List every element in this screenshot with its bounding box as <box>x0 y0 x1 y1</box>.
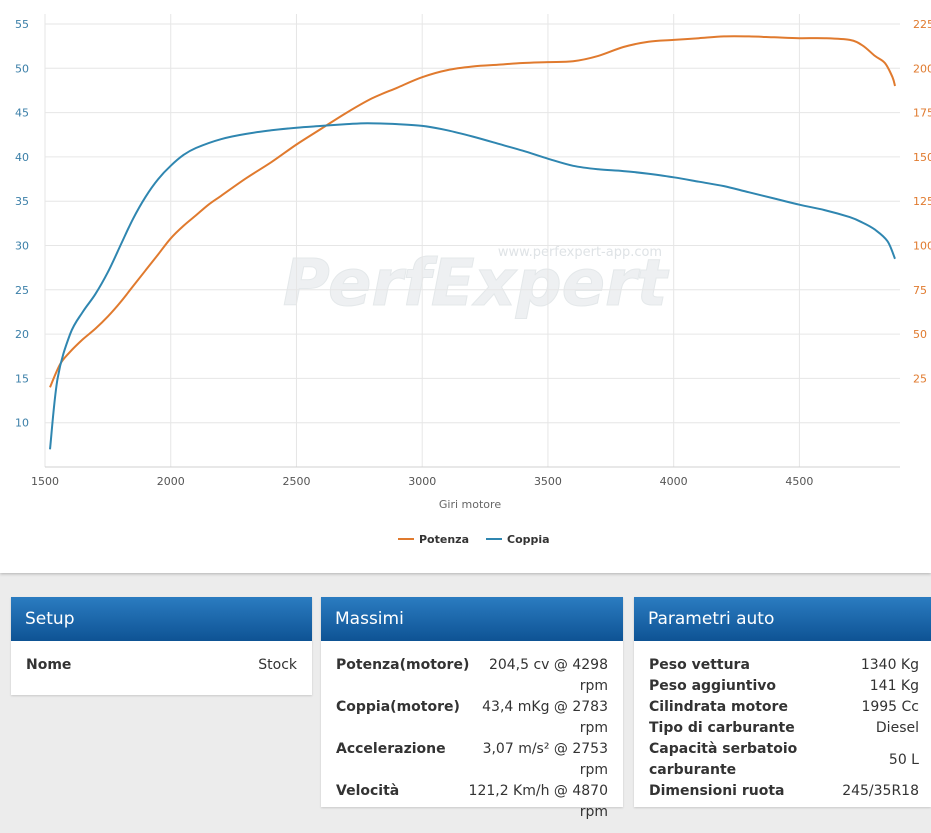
massimi-value: 43,4 mKg @ 2783 rpm <box>482 699 608 736</box>
massimi-value: 121,2 Km/h @ 4870 rpm <box>468 783 608 820</box>
parametri-panel-body: Peso vettura 1340 Kg Peso aggiuntivo 141… <box>634 641 931 812</box>
right-axis-ticks: 25 50 75 100 125 150 175 200 225 <box>913 18 931 385</box>
parametri-panel-title: Parametri auto <box>634 597 931 641</box>
dyno-chart-card: PerfExpert www.perfexpert-app.com 10 15 20… <box>0 0 931 573</box>
x-tick-label: 2000 <box>157 475 185 488</box>
setup-value: Stock <box>258 657 297 673</box>
parametri-value: 141 Kg <box>869 678 919 694</box>
series-layer <box>49 35 896 450</box>
watermark: PerfExpert www.perfexpert-app.com <box>282 245 670 322</box>
left-tick-label: 55 <box>15 18 29 31</box>
left-tick-label: 40 <box>15 151 29 164</box>
parametri-row-cilindrata: Cilindrata motore 1995 Cc <box>649 697 919 718</box>
legend: Potenza Coppia <box>398 533 550 546</box>
massimi-panel-body: Potenza(motore) 204,5 cv @ 4298 rpm Copp… <box>321 641 623 833</box>
parametri-label: Dimensioni ruota <box>649 783 785 799</box>
setup-label: Nome <box>26 657 72 673</box>
x-tick-label: 4500 <box>785 475 813 488</box>
left-tick-label: 15 <box>15 372 29 385</box>
right-tick-label: 25 <box>913 372 927 385</box>
massimi-label: Accelerazione <box>336 741 446 757</box>
massimi-row-potenza: Potenza(motore) 204,5 cv @ 4298 rpm <box>336 655 608 697</box>
right-tick-label: 200 <box>913 62 931 75</box>
dyno-chart: PerfExpert www.perfexpert-app.com 10 15 20… <box>15 14 931 546</box>
x-tick-label: 4000 <box>660 475 688 488</box>
massimi-value: 204,5 cv @ 4298 rpm <box>488 657 608 694</box>
left-tick-label: 20 <box>15 328 29 341</box>
massimi-label: Velocità <box>336 783 400 799</box>
x-tick-label: 2500 <box>282 475 310 488</box>
left-tick-label: 35 <box>15 195 29 208</box>
setup-row-nome: Nome Stock <box>26 655 297 676</box>
massimi-label: Coppia(motore) <box>336 699 460 715</box>
chart-grid <box>44 14 900 468</box>
parametri-row-carburante: Tipo di carburante Diesel <box>649 718 919 739</box>
right-tick-label: 75 <box>913 284 927 297</box>
legend-label-coppia[interactable]: Coppia <box>507 533 550 546</box>
parametri-row-peso-vettura: Peso vettura 1340 Kg <box>649 655 919 676</box>
parametri-label: Capacità serbatoio carburante <box>649 741 798 778</box>
parametri-label: Tipo di carburante <box>649 720 795 736</box>
parametri-label: Peso vettura <box>649 657 750 673</box>
parametri-panel: Parametri auto Peso vettura 1340 Kg Peso… <box>634 597 931 807</box>
setup-panel-body: Nome Stock <box>11 641 312 686</box>
parametri-row-ruota: Dimensioni ruota 245/35R18 <box>649 781 919 802</box>
parametri-value: 1340 Kg <box>860 657 919 673</box>
right-tick-label: 175 <box>913 107 931 120</box>
massimi-panel: Massimi Potenza(motore) 204,5 cv @ 4298 … <box>321 597 623 820</box>
series-line-coppia <box>49 122 896 450</box>
parametri-value: 50 L <box>888 751 919 768</box>
massimi-label: Potenza(motore) <box>336 657 470 673</box>
left-axis-ticks: 10 15 20 25 30 35 40 45 50 55 <box>15 18 29 430</box>
parametri-value: 1995 Cc <box>861 699 919 715</box>
left-tick-label: 25 <box>15 284 29 297</box>
watermark-logo: PerfExpert <box>283 247 670 321</box>
x-tick-label: 3000 <box>408 475 436 488</box>
massimi-panel-title: Massimi <box>321 597 623 641</box>
x-tick-label: 3500 <box>534 475 562 488</box>
right-tick-label: 150 <box>913 151 931 164</box>
legend-label-potenza[interactable]: Potenza <box>419 533 469 546</box>
parametri-label: Peso aggiuntivo <box>649 678 777 694</box>
left-tick-label: 50 <box>15 62 29 75</box>
right-tick-label: 50 <box>913 328 927 341</box>
watermark-url: www.perfexpert-app.com <box>498 245 662 260</box>
right-tick-label: 225 <box>913 18 931 31</box>
x-axis-title: Giri motore <box>439 498 501 511</box>
setup-panel-title: Setup <box>11 597 312 641</box>
left-tick-label: 30 <box>15 240 29 253</box>
left-tick-label: 10 <box>15 417 29 430</box>
massimi-value: 3,07 m/s² @ 2753 rpm <box>482 741 608 778</box>
parametri-row-peso-aggiuntivo: Peso aggiuntivo 141 Kg <box>649 676 919 697</box>
left-tick-label: 45 <box>15 107 29 120</box>
massimi-row-accelerazione: Accelerazione 3,07 m/s² @ 2753 rpm <box>336 739 608 781</box>
parametri-label: Cilindrata motore <box>649 699 788 715</box>
massimi-row-coppia: Coppia(motore) 43,4 mKg @ 2783 rpm <box>336 697 608 739</box>
setup-panel: Setup Nome Stock <box>11 597 312 695</box>
parametri-row-serbatoio: Capacità serbatoio carburante 50 L <box>649 739 919 781</box>
massimi-row-velocita: Velocità 121,2 Km/h @ 4870 rpm <box>336 781 608 823</box>
series-line-potenza <box>49 35 896 388</box>
parametri-value: Diesel <box>875 720 919 736</box>
x-tick-label: 1500 <box>31 475 59 488</box>
right-tick-label: 125 <box>913 195 931 208</box>
parametri-value: 245/35R18 <box>842 783 919 799</box>
right-tick-label: 100 <box>913 240 931 253</box>
x-axis-ticks: 1500 2000 2500 3000 3500 4000 4500 <box>31 475 813 488</box>
